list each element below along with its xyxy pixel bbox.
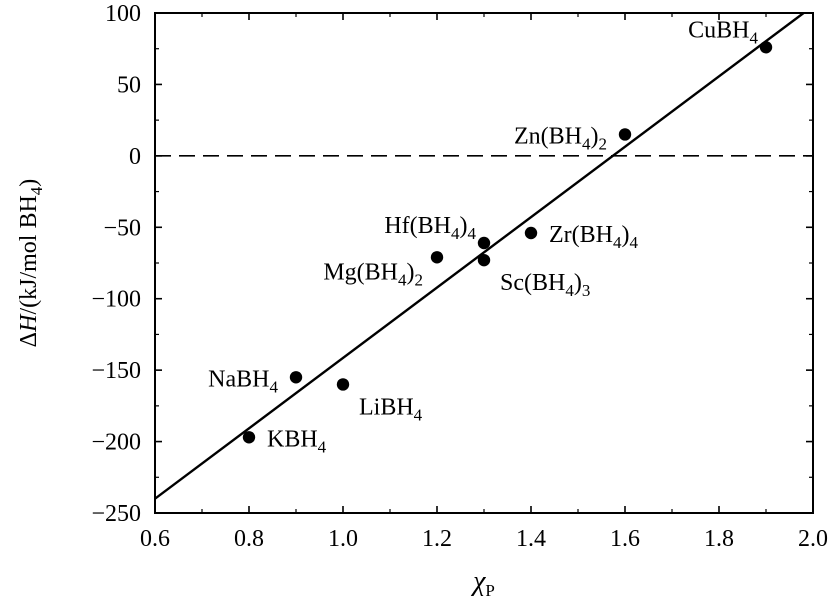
y-tick-label: −150 [91,358,141,384]
axes: 0.6 0.8 1.0 1.2 1.4 1.6 1.8 2.0 −250 −200 −150 −100… [16,1,828,600]
y-tick-label: 100 [105,1,141,27]
y-tick-label: −250 [91,501,141,527]
data-point [289,371,303,384]
data-point [430,251,444,264]
point-label: Zn(BH4)2 [514,123,607,153]
data-point [242,431,256,444]
data-points [242,41,773,444]
point-label: Hf(BH4)4 [384,213,476,243]
x-tick-label: 1.0 [328,526,358,552]
point-label: Sc(BH4)3 [500,270,590,300]
point-labels: KBH4 NaBH4 LiBH4 Mg(BH4)2 Hf(BH4)4 Sc(BH4)3 Zr… [208,17,758,456]
data-point [336,378,350,391]
data-point [524,226,538,240]
y-tick-label: −100 [91,287,141,313]
y-tick-label: −50 [103,215,141,241]
point-label: NaBH4 [208,366,278,396]
x-tick-label: 1.2 [422,526,452,552]
x-axis-label: χP [470,566,495,600]
point-label: KBH4 [267,426,327,456]
x-tick-label: 1.6 [610,526,640,552]
data-point [759,41,773,54]
data-point [618,128,632,141]
point-label: LiBH4 [359,394,423,424]
data-point [477,236,491,250]
point-label: Mg(BH4)2 [323,259,423,289]
x-tick-label: 0.6 [140,526,170,552]
y-tick-label: −200 [91,430,141,456]
x-tick-label: 1.8 [704,526,734,552]
x-tick-label: 1.4 [516,526,546,552]
y-tick-label: 50 [117,72,141,98]
point-label: Zr(BH4)4 [549,222,638,252]
x-tick-label: 0.8 [234,526,264,552]
fit-line [155,13,805,500]
point-label: CuBH4 [688,17,758,47]
y-tick-label: 0 [129,144,141,170]
x-tick-label: 2.0 [798,526,828,552]
y-axis-label: ΔH/(kJ/mol BH4) [16,179,46,348]
data-point [477,253,491,267]
